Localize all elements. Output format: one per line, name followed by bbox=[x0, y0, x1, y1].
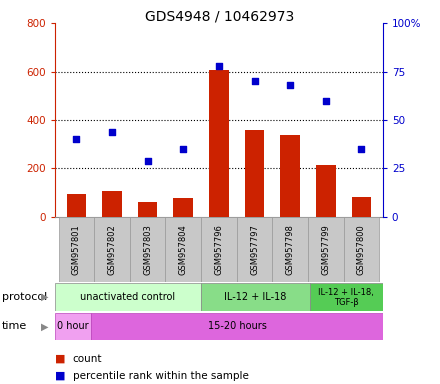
Text: ▶: ▶ bbox=[41, 321, 48, 331]
Point bbox=[109, 129, 116, 135]
Bar bbox=[55, 283, 201, 311]
Bar bbox=[272, 217, 308, 282]
Text: GSM957800: GSM957800 bbox=[357, 224, 366, 275]
Text: count: count bbox=[73, 354, 102, 364]
Bar bbox=[201, 217, 237, 282]
Bar bbox=[310, 283, 383, 311]
Bar bbox=[173, 198, 193, 217]
Bar bbox=[102, 191, 122, 217]
Text: 0 hour: 0 hour bbox=[57, 321, 89, 331]
Text: GSM957798: GSM957798 bbox=[286, 224, 295, 275]
Text: GSM957804: GSM957804 bbox=[179, 224, 188, 275]
Text: GDS4948 / 10462973: GDS4948 / 10462973 bbox=[145, 10, 295, 23]
Point bbox=[322, 98, 329, 104]
Text: GSM957797: GSM957797 bbox=[250, 224, 259, 275]
Text: GSM957803: GSM957803 bbox=[143, 224, 152, 275]
Point bbox=[73, 136, 80, 142]
Bar bbox=[59, 217, 94, 282]
Text: GSM957802: GSM957802 bbox=[107, 224, 117, 275]
Bar bbox=[280, 134, 300, 217]
Text: time: time bbox=[2, 321, 27, 331]
Bar bbox=[308, 217, 344, 282]
Bar bbox=[209, 70, 229, 217]
Point bbox=[144, 158, 151, 164]
Point bbox=[251, 78, 258, 84]
Text: percentile rank within the sample: percentile rank within the sample bbox=[73, 371, 249, 381]
Bar bbox=[201, 283, 310, 311]
Bar bbox=[316, 165, 336, 217]
Bar bbox=[165, 217, 201, 282]
Point bbox=[216, 63, 223, 69]
Point bbox=[358, 146, 365, 152]
Point bbox=[286, 82, 293, 88]
Bar bbox=[352, 197, 371, 217]
Text: protocol: protocol bbox=[2, 292, 48, 302]
Text: 15-20 hours: 15-20 hours bbox=[208, 321, 267, 331]
Bar bbox=[92, 313, 383, 340]
Text: GSM957799: GSM957799 bbox=[321, 224, 330, 275]
Text: IL-12 + IL-18: IL-12 + IL-18 bbox=[224, 292, 286, 302]
Text: GSM957796: GSM957796 bbox=[214, 224, 224, 275]
Text: IL-12 + IL-18,
TGF-β: IL-12 + IL-18, TGF-β bbox=[319, 288, 374, 307]
Bar bbox=[245, 130, 264, 217]
Bar bbox=[344, 217, 379, 282]
Bar bbox=[66, 194, 86, 217]
Text: ▶: ▶ bbox=[41, 292, 48, 302]
Bar bbox=[130, 217, 165, 282]
Text: unactivated control: unactivated control bbox=[80, 292, 176, 302]
Bar bbox=[94, 217, 130, 282]
Text: ■: ■ bbox=[55, 371, 66, 381]
Text: GSM957801: GSM957801 bbox=[72, 224, 81, 275]
Bar bbox=[138, 202, 158, 217]
Bar bbox=[55, 313, 92, 340]
Bar bbox=[237, 217, 272, 282]
Point bbox=[180, 146, 187, 152]
Text: ■: ■ bbox=[55, 354, 66, 364]
